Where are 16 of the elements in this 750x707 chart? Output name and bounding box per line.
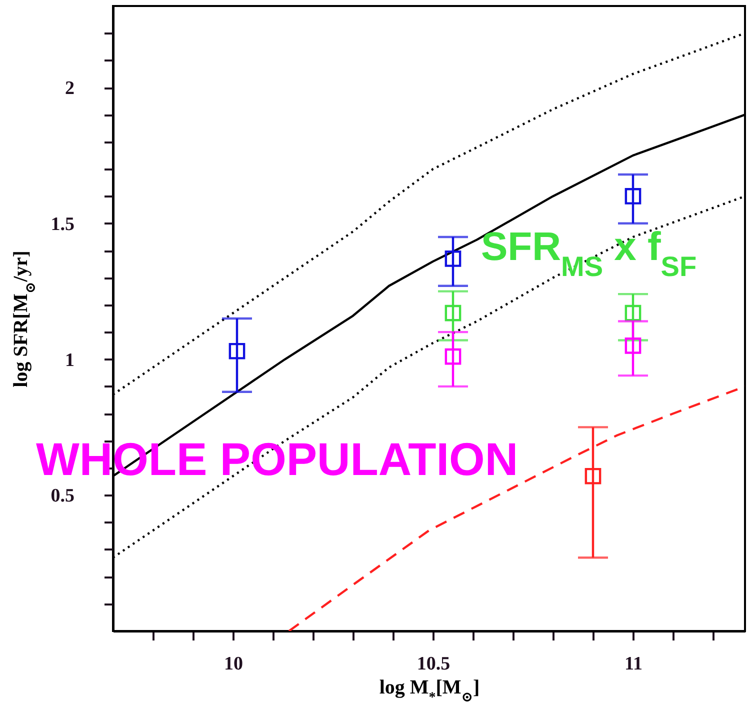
point [444,304,462,322]
x-tick-label: 10 [224,654,243,674]
y-tick-label: 2 [65,78,74,100]
y-tick-label: 0.5 [50,486,74,507]
x-tick-label: 11 [624,654,642,674]
point [624,304,642,322]
point [228,342,246,360]
x-axis-title: log M$_{*}$[M$_{⊙}$] [379,676,480,705]
point [584,468,602,484]
x-tick-label: 10.5 [416,654,450,674]
point [444,348,462,365]
point [444,250,462,267]
y-tick-label: 1 [65,350,74,371]
y-tick-label: 1.5 [50,214,74,235]
point [624,188,642,204]
point [624,338,642,354]
